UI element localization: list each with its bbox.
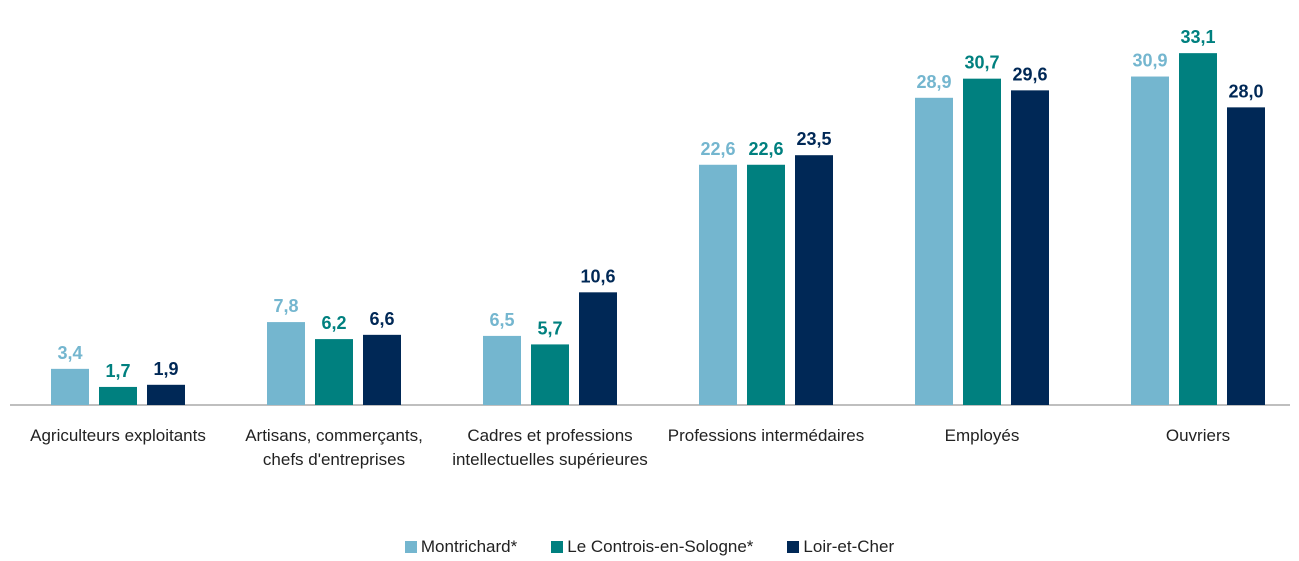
x-tick-label: Ouvriers (1165, 426, 1231, 445)
legend-label: Loir-et-Cher (803, 537, 895, 556)
bar (1227, 107, 1265, 406)
data-label: 6,2 (321, 313, 346, 333)
bar (147, 384, 185, 405)
bar (915, 97, 953, 405)
bar (747, 164, 785, 405)
data-label: 23,5 (796, 129, 831, 149)
x-tick-label: Professions intermédaires (667, 426, 865, 445)
bar (579, 292, 617, 405)
data-label: 1,7 (105, 361, 130, 381)
data-label: 5,7 (537, 318, 562, 338)
legend-swatch (404, 541, 417, 553)
bar (51, 368, 89, 405)
bar (531, 344, 569, 405)
data-label: 7,8 (273, 296, 298, 316)
legend-swatch (787, 541, 800, 553)
legend-item: Montrichard* (404, 537, 518, 557)
bar (963, 78, 1001, 405)
x-tick-label: Agriculteurs exploitants (30, 426, 206, 445)
x-tick-label: Cadres et professions intellectuelles su… (452, 426, 648, 469)
data-label: 29,6 (1012, 64, 1047, 84)
data-label: 30,9 (1132, 51, 1167, 71)
legend: Montrichard* Le Controis-en-Sologne* Loir-… (0, 537, 1299, 557)
bar (363, 334, 401, 405)
bar (1179, 53, 1217, 405)
bar (1011, 90, 1049, 406)
data-label: 22,6 (700, 139, 735, 159)
x-tick-label: Artisans, commerçants, chefs d'entrepris… (245, 426, 423, 469)
legend-swatch (551, 541, 564, 553)
data-label: 22,6 (748, 139, 783, 159)
bar (483, 335, 521, 405)
bar (699, 164, 737, 405)
plot: 3,4 7,8 6,5 22,6 28,9 30,9 1,7 6,2 5,7 22,6 30,7 33… (10, 27, 1290, 406)
bar (267, 322, 305, 405)
x-tick-label: Employés (944, 426, 1020, 445)
bar (795, 155, 833, 405)
legend-item: Le Controis-en-Sologne* (551, 537, 753, 557)
data-label: 3,4 (57, 343, 82, 363)
data-label: 30,7 (964, 53, 999, 73)
legend-label: Montrichard* (420, 537, 518, 556)
data-label: 28,0 (1228, 81, 1263, 101)
bar (315, 339, 353, 405)
bar (1131, 76, 1169, 406)
bar (99, 386, 137, 405)
data-label: 10,6 (580, 266, 615, 286)
data-label: 28,9 (916, 72, 951, 92)
data-label: 1,9 (153, 359, 178, 379)
data-label: 6,5 (489, 310, 514, 330)
data-label: 33,1 (1180, 27, 1215, 47)
data-label: 6,6 (369, 309, 394, 329)
legend-item: Loir-et-Cher (787, 537, 894, 557)
legend-label: Le Controis-en-Sologne* (567, 537, 754, 556)
